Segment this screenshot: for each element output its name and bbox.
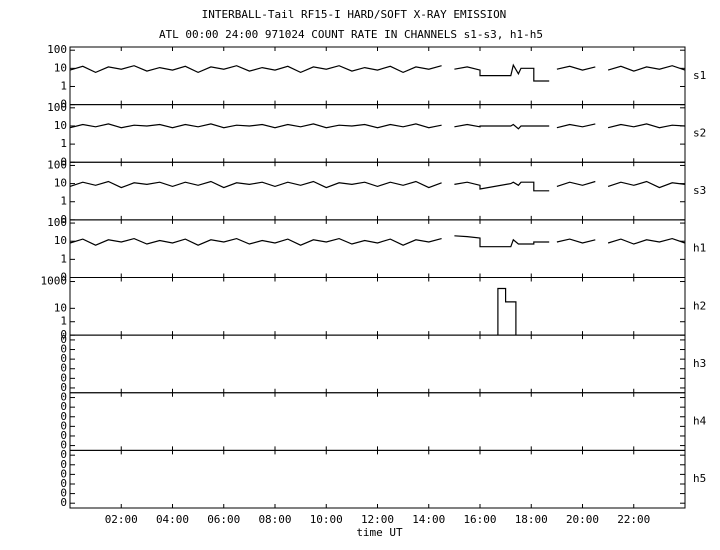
y-tick-label: 0 — [60, 391, 67, 404]
chart-title: INTERBALL-Tail RF15-I HARD/SOFT X-RAY EM… — [202, 8, 507, 21]
x-tick-label: 20:00 — [566, 513, 599, 526]
chart-subtitle: ATL 00:00 24:00 971024 COUNT RATE IN CHA… — [159, 28, 543, 41]
y-tick-label: 0 — [60, 496, 67, 509]
data-line — [69, 63, 686, 82]
y-tick-label: 0 — [60, 410, 67, 423]
panel-label: s2 — [693, 126, 706, 139]
panel-frame — [69, 334, 686, 394]
y-tick-label: 0 — [60, 155, 67, 168]
y-tick-label: 100 — [47, 101, 67, 114]
x-tick-label: 06:00 — [207, 513, 240, 526]
y-tick-label: 0 — [60, 98, 67, 111]
panel-frame — [69, 219, 686, 278]
x-tick-label: 10:00 — [310, 513, 343, 526]
y-tick-label: 1000 — [41, 275, 68, 288]
y-tick-label: 1 — [60, 315, 67, 328]
x-tick-label: 22:00 — [617, 513, 650, 526]
panel-frame — [69, 104, 686, 163]
y-tick-label: 1 — [60, 195, 67, 208]
y-tick-label: 0 — [60, 381, 67, 394]
y-tick-label: 0 — [60, 371, 67, 384]
panel-label: h5 — [693, 472, 706, 485]
y-tick-label: 0 — [60, 352, 67, 365]
x-tick-label: 16:00 — [463, 513, 496, 526]
x-tick-label: 18:00 — [515, 513, 548, 526]
y-tick-label: 1 — [60, 79, 67, 92]
y-tick-label: 0 — [60, 400, 67, 413]
panel-label: h3 — [693, 357, 706, 370]
y-tick-label: 0 — [60, 487, 67, 500]
panel-label: s3 — [693, 184, 706, 197]
y-tick-label: 10 — [54, 301, 67, 314]
data-line — [69, 123, 686, 130]
y-tick-label: 0 — [60, 458, 67, 471]
y-tick-label: 10 — [54, 234, 67, 247]
x-tick-label: 04:00 — [156, 513, 189, 526]
y-tick-label: 100 — [47, 43, 67, 56]
y-tick-label: 0 — [60, 362, 67, 375]
x-axis-label: time UT — [356, 526, 403, 539]
y-tick-label: 0 — [60, 419, 67, 432]
panel-label: h1 — [693, 242, 706, 255]
panel-label: h2 — [693, 299, 706, 312]
x-tick-label: 14:00 — [412, 513, 445, 526]
x-tick-label: 08:00 — [258, 513, 291, 526]
y-tick-label: 10 — [54, 177, 67, 190]
y-tick-label: 0 — [60, 467, 67, 480]
y-tick-label: 0 — [60, 439, 67, 452]
y-tick-label: 0 — [60, 271, 67, 284]
y-tick-label: 0 — [60, 328, 67, 341]
panel-frame — [69, 392, 686, 451]
y-tick-label: 1 — [60, 252, 67, 265]
panel-label: s1 — [693, 69, 706, 82]
x-tick-label: 12:00 — [361, 513, 394, 526]
panel-frame — [69, 449, 686, 509]
panel-frame — [69, 277, 686, 336]
panel-label: h4 — [693, 415, 707, 428]
data-line — [69, 235, 686, 248]
y-tick-label: 0 — [60, 333, 67, 346]
y-tick-label: 0 — [60, 213, 67, 226]
y-tick-label: 10 — [54, 119, 67, 132]
x-tick-label: 02:00 — [105, 513, 138, 526]
panel-frame — [69, 161, 686, 221]
y-tick-label: 0 — [60, 477, 67, 490]
y-tick-label: 0 — [60, 448, 67, 461]
panel-frame — [69, 46, 686, 106]
y-tick-label: 1 — [60, 137, 67, 150]
y-tick-label: 0 — [60, 429, 67, 442]
y-tick-label: 10 — [54, 61, 67, 74]
y-tick-label: 100 — [47, 158, 67, 171]
y-tick-label: 100 — [47, 216, 67, 229]
data-line — [69, 180, 686, 192]
y-tick-label: 0 — [60, 343, 67, 356]
data-line — [497, 287, 517, 336]
